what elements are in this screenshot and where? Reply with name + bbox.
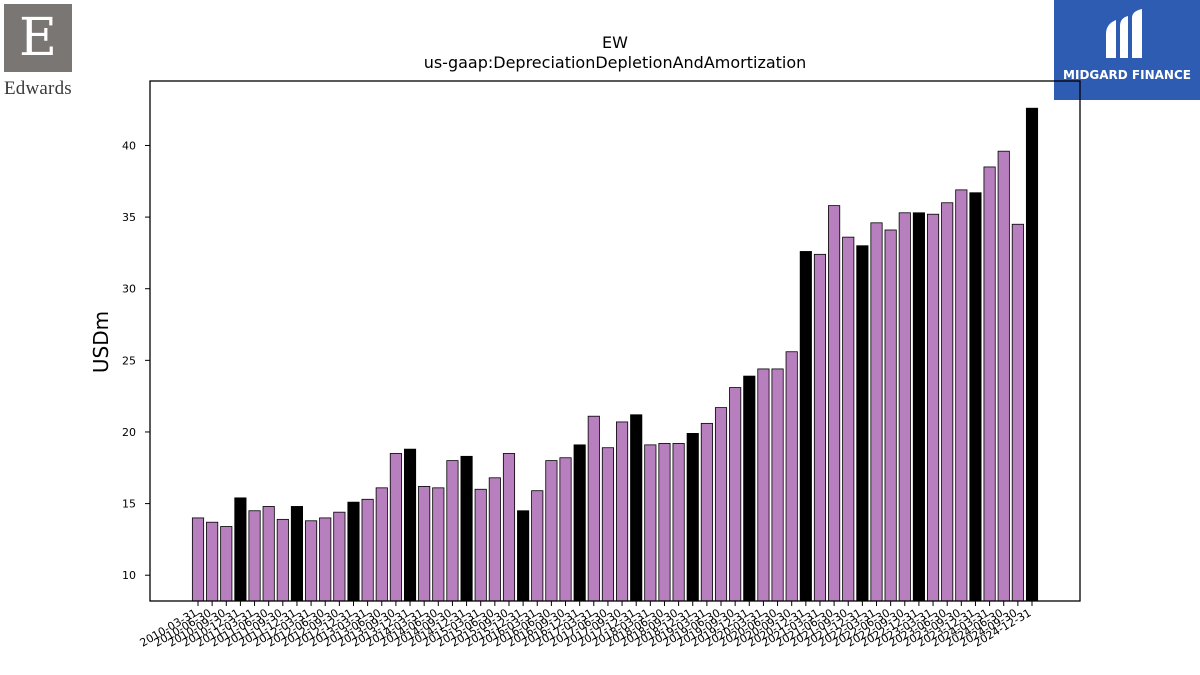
bar-2017-09-30 bbox=[616, 421, 629, 602]
bar-2014-03-31 bbox=[418, 485, 431, 602]
bar-2024-03-31 bbox=[983, 166, 996, 602]
bar-2015-06-30 bbox=[488, 477, 501, 602]
bar-2022-12-31 bbox=[912, 212, 925, 602]
bar-2016-03-31 bbox=[531, 490, 544, 602]
bar-2018-03-31 bbox=[644, 444, 657, 602]
bar-2011-09-30 bbox=[276, 518, 289, 602]
bar-2016-06-30 bbox=[545, 460, 558, 602]
y-tick-label: 40 bbox=[122, 139, 136, 152]
bar-2013-03-31 bbox=[361, 498, 374, 602]
y-tick-label: 10 bbox=[122, 569, 136, 582]
bars-group bbox=[191, 107, 1039, 602]
bar-2012-09-30 bbox=[333, 511, 346, 602]
midgard-emblem-icon bbox=[1106, 9, 1142, 58]
bar-2020-12-31 bbox=[799, 251, 812, 602]
midgard-logo-name: MIDGARD FINANCE bbox=[1063, 68, 1191, 82]
bar-2012-06-30 bbox=[319, 517, 332, 602]
bar-2019-03-31 bbox=[700, 422, 713, 602]
bar-2019-12-31 bbox=[743, 375, 756, 602]
bar-2015-12-31 bbox=[517, 510, 530, 602]
chart-subtitle: us-gaap:DepreciationDepletionAndAmortiza… bbox=[424, 53, 807, 72]
x-axis-ticks: 2010-03-312010-06-302010-09-302010-12-31… bbox=[138, 601, 1034, 650]
midgard-finance-logo: MIDGARD FINANCE bbox=[1054, 0, 1200, 100]
bar-2019-09-30 bbox=[729, 387, 742, 602]
bar-2022-06-30 bbox=[884, 229, 897, 602]
bar-2018-12-31 bbox=[686, 432, 699, 602]
bar-2010-12-31 bbox=[234, 497, 247, 602]
y-tick-label: 20 bbox=[122, 426, 136, 439]
bar-2023-12-31 bbox=[969, 192, 982, 602]
bar-2017-06-30 bbox=[601, 447, 614, 602]
bar-2010-03-31 bbox=[191, 517, 205, 602]
bar-2021-06-30 bbox=[828, 205, 841, 602]
bar-2014-06-30 bbox=[432, 487, 445, 602]
bar-2023-03-31 bbox=[927, 213, 940, 602]
y-tick-label: 30 bbox=[122, 283, 136, 296]
bar-2024-12-31 bbox=[1025, 107, 1039, 602]
y-tick-label: 25 bbox=[122, 354, 136, 367]
bar-2016-12-31 bbox=[573, 444, 586, 602]
bar-2020-03-31 bbox=[757, 368, 770, 602]
bar-2020-09-30 bbox=[785, 351, 798, 602]
y-tick-label: 35 bbox=[122, 211, 136, 224]
plot-frame bbox=[149, 80, 1081, 602]
chart-title: EW bbox=[602, 33, 628, 52]
bar-2013-06-30 bbox=[375, 487, 388, 602]
y-axis-label: USDm bbox=[89, 311, 113, 373]
bar-2018-09-30 bbox=[672, 443, 685, 602]
bar-2011-06-30 bbox=[262, 506, 275, 602]
bar-2016-09-30 bbox=[559, 457, 572, 602]
bar-2012-03-31 bbox=[305, 520, 318, 602]
bar-2023-09-30 bbox=[955, 189, 968, 602]
bar-2014-12-31 bbox=[460, 455, 473, 602]
edwards-logo-name: Edwards bbox=[4, 78, 72, 99]
bar-2010-09-30 bbox=[220, 526, 233, 602]
bar-2022-03-31 bbox=[870, 222, 883, 602]
bar-2017-12-31 bbox=[630, 414, 643, 602]
bar-2014-09-30 bbox=[446, 460, 459, 602]
bar-2024-06-30 bbox=[997, 150, 1010, 602]
bar-2013-09-30 bbox=[389, 453, 402, 602]
edwards-logo: E Edwards bbox=[4, 4, 74, 100]
bar-2024-09-30 bbox=[1011, 223, 1024, 602]
bar-2011-12-31 bbox=[290, 506, 304, 602]
bar-2012-12-31 bbox=[347, 501, 360, 602]
bar-2022-09-30 bbox=[898, 212, 911, 602]
bar-2015-09-30 bbox=[502, 453, 516, 602]
bar-2011-03-31 bbox=[248, 510, 261, 602]
bar-2020-06-30 bbox=[771, 368, 784, 602]
bar-2015-03-31 bbox=[474, 488, 487, 602]
bar-2010-06-30 bbox=[206, 521, 219, 602]
bar-2013-12-31 bbox=[403, 448, 417, 602]
bar-2023-06-30 bbox=[941, 202, 954, 602]
y-axis-ticks: 10 15 20 25 30 35 40 bbox=[122, 139, 150, 582]
edwards-logo-mark: E bbox=[4, 4, 72, 72]
bar-2021-09-30 bbox=[842, 236, 855, 602]
edwards-logo-letter: E bbox=[19, 8, 57, 68]
bar-2021-12-31 bbox=[856, 245, 869, 602]
bar-2017-03-31 bbox=[587, 415, 600, 602]
y-tick-label: 15 bbox=[122, 498, 136, 511]
bar-2019-06-30 bbox=[714, 407, 728, 602]
bar-2021-03-31 bbox=[813, 253, 827, 602]
bar-2018-06-30 bbox=[658, 443, 671, 602]
